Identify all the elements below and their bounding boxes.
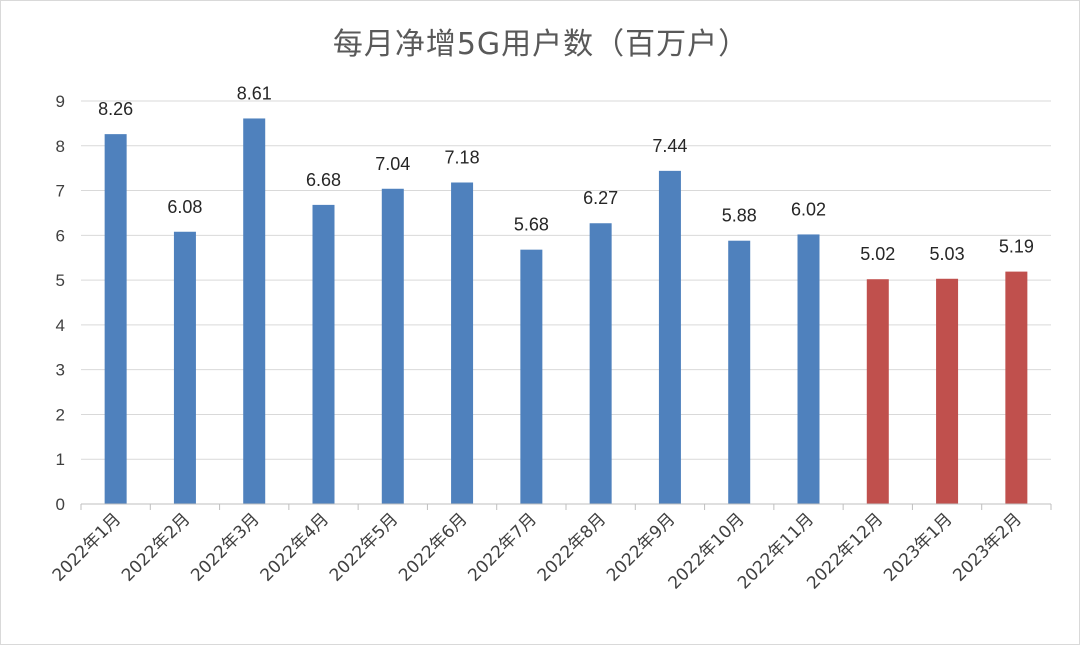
y-tick-label: 3: [56, 361, 65, 380]
bar: [797, 234, 820, 504]
x-tick-label: 2022年2月: [118, 509, 194, 585]
data-label: 6.02: [791, 199, 826, 219]
bar: [520, 249, 543, 504]
data-label: 5.02: [860, 244, 895, 264]
data-label: 5.19: [999, 237, 1034, 257]
bar: [451, 182, 474, 505]
bars: [104, 118, 1028, 505]
y-tick-label: 8: [56, 137, 65, 156]
data-labels: 8.26 6.08 8.61 6.68 7.04 7.18 5.68 6.27 7.44 5.88…: [98, 83, 1034, 264]
chart-title: 每月净增5G用户数（百万户）: [332, 27, 750, 62]
y-tick-label: 6: [56, 226, 65, 245]
y-tick-label: 7: [56, 182, 65, 201]
x-tick-label: 2022年8月: [534, 509, 610, 585]
bar: [866, 279, 889, 504]
gridlines: [81, 100, 1051, 460]
data-label: 7.44: [652, 136, 687, 156]
x-tick-label: 2022年3月: [187, 509, 263, 585]
y-tick-label: 2: [56, 405, 65, 424]
y-tick-label: 5: [56, 271, 65, 290]
data-label: 8.26: [98, 99, 133, 119]
bar: [381, 188, 404, 504]
data-label: 6.27: [583, 188, 618, 208]
data-label: 7.18: [445, 147, 480, 167]
x-tick-label: 2023年1月: [880, 509, 956, 585]
bar: [728, 240, 751, 504]
data-label: 8.61: [237, 83, 272, 103]
x-tick-label: 2023年2月: [949, 509, 1025, 585]
bar: [104, 134, 127, 504]
y-tick-label: 9: [56, 92, 65, 111]
bar: [936, 278, 959, 504]
data-label: 6.68: [306, 170, 341, 190]
axes: 01234567892022年1月2022年2月2022年3月2022年4月20…: [49, 92, 1052, 593]
y-tick-label: 4: [56, 316, 65, 335]
x-tick-label: 2022年9月: [603, 509, 679, 585]
bar: [312, 204, 335, 504]
data-label: 6.08: [167, 197, 202, 217]
bar: [658, 170, 681, 504]
bar: [173, 231, 196, 505]
data-label: 7.04: [375, 154, 410, 174]
y-tick-label: 1: [56, 450, 65, 469]
x-tick-label: 2022年6月: [395, 509, 471, 585]
y-tick-label: 0: [56, 495, 65, 514]
bar: [1005, 271, 1028, 504]
bar: [589, 223, 612, 504]
data-label: 5.68: [514, 215, 549, 235]
x-tick-label: 2022年1月: [49, 509, 125, 585]
data-label: 5.88: [722, 206, 757, 226]
bar: [243, 118, 266, 505]
x-tick-label: 2022年5月: [326, 509, 402, 585]
x-tick-label: 2022年4月: [257, 509, 333, 585]
data-label: 5.03: [930, 244, 965, 264]
x-tick-label: 2022年7月: [464, 509, 540, 585]
